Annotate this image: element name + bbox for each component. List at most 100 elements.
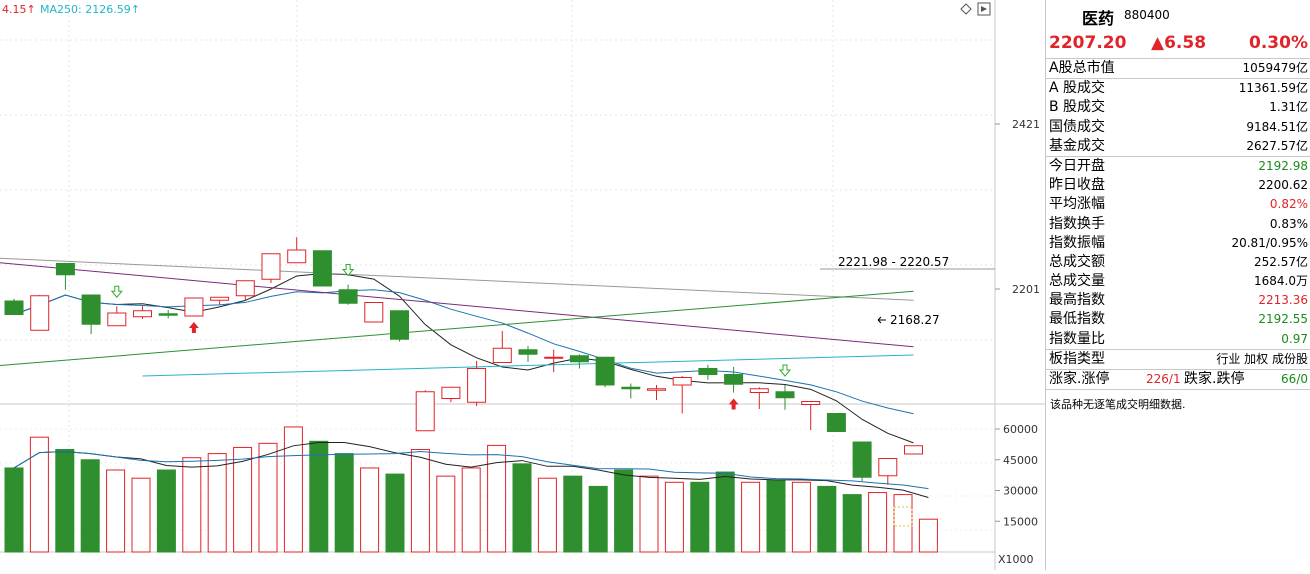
volume-bar[interactable] (563, 475, 583, 553)
price-change: ▲6.58 (1151, 33, 1207, 53)
volume-bar[interactable] (4, 467, 24, 553)
volume-bar[interactable] (817, 485, 837, 553)
candle[interactable] (415, 390, 435, 432)
volume-bar[interactable] (588, 485, 608, 553)
stat-label: 指数振幅 (1049, 234, 1105, 251)
volume-bar[interactable] (334, 453, 354, 553)
candle[interactable] (287, 237, 307, 264)
candle[interactable] (878, 458, 898, 485)
volume-bar[interactable] (258, 442, 278, 553)
volume-bar[interactable] (512, 463, 532, 553)
candle[interactable] (158, 310, 178, 319)
volume-bar[interactable] (741, 481, 761, 553)
volume-bar[interactable] (182, 457, 202, 553)
volume-bar[interactable] (893, 494, 913, 553)
volume-bar[interactable] (410, 449, 430, 553)
volume-bar[interactable] (868, 492, 888, 553)
candle[interactable] (724, 367, 744, 393)
price-tick-label: 2201 (1012, 283, 1040, 296)
volume-bar[interactable] (283, 426, 303, 553)
volume-bar[interactable] (842, 494, 862, 553)
no-tick-data-note: 该品种无逐笔成交明细数据. (1050, 398, 1186, 412)
candle[interactable] (364, 302, 384, 323)
volume-bar[interactable] (461, 467, 481, 553)
volume-bar[interactable] (207, 453, 227, 553)
volume-bar[interactable] (715, 471, 735, 553)
kline-chart[interactable]: 4.15↑ MA250: 2126.59↑ 2421 2201 60000 45000… (0, 0, 1045, 570)
candle[interactable] (492, 331, 512, 363)
candle[interactable] (518, 346, 538, 362)
candle[interactable] (749, 387, 769, 409)
volume-bar[interactable] (690, 481, 710, 553)
candle[interactable] (441, 386, 461, 403)
candle[interactable] (184, 297, 204, 317)
volume-bar[interactable] (766, 479, 786, 553)
diamond-icon[interactable] (960, 3, 972, 15)
last-price: 2207.20 (1049, 33, 1127, 53)
candle[interactable] (826, 413, 846, 432)
candle[interactable] (672, 376, 692, 414)
buy-arrow-icon (728, 398, 739, 410)
volume-bar[interactable] (29, 436, 49, 553)
candle[interactable] (261, 253, 281, 283)
volume-bar[interactable] (55, 449, 75, 553)
candle[interactable] (81, 294, 101, 334)
stat-row: 最低指数 2192.55 (1046, 310, 1310, 329)
down-label: 跌家.跌停 (1184, 371, 1245, 387)
candle[interactable] (210, 296, 230, 305)
candle[interactable] (107, 306, 127, 327)
volume-bar[interactable] (309, 440, 329, 553)
candle[interactable] (595, 356, 615, 388)
stat-row: 总成交额 252.57亿 (1046, 253, 1310, 272)
volume-bar[interactable] (360, 467, 380, 553)
candle[interactable] (621, 383, 641, 399)
volume-bar[interactable] (156, 469, 176, 553)
candle[interactable] (852, 441, 872, 481)
stat-row: 最高指数 2213.36 (1046, 291, 1310, 310)
candle[interactable] (904, 445, 923, 455)
volume-bar[interactable] (614, 469, 634, 553)
volume-bar[interactable] (918, 518, 938, 553)
candle[interactable] (312, 250, 332, 287)
volume-ma5-line (13, 442, 929, 498)
volume-bar[interactable] (233, 446, 253, 553)
volume-bar[interactable] (664, 481, 684, 553)
candle[interactable] (390, 310, 409, 342)
stat-value: 2192.98 (1258, 158, 1308, 173)
candle[interactable] (133, 306, 152, 319)
candle[interactable] (4, 298, 24, 315)
candle[interactable] (569, 354, 589, 369)
candle[interactable] (55, 262, 75, 290)
candle[interactable] (775, 385, 795, 410)
stat-label: 昨日收盘 (1049, 177, 1105, 194)
volume-unit-label: X1000 (998, 553, 1034, 566)
candle[interactable] (338, 284, 358, 305)
stat-value: 11361.59亿 (1238, 81, 1308, 96)
updown-row: 涨家.涨停 226/1 跌家.跌停 66/0 (1046, 370, 1310, 391)
volume-bar[interactable] (487, 444, 507, 553)
volume-bar[interactable] (80, 459, 100, 553)
scroll-box-icon[interactable] (977, 2, 991, 16)
candle[interactable] (647, 385, 666, 400)
stat-value: 0.83% (1269, 216, 1308, 231)
chart-area[interactable]: 4.15↑ MA250: 2126.59↑ 2421 2201 60000 45000… (0, 0, 1045, 570)
stat-row: 指数振幅 20.81/0.95% (1046, 234, 1310, 253)
index-type-value[interactable]: 行业 加权 成份股 (1216, 351, 1308, 366)
index-type-label: 板指类型 (1049, 350, 1105, 367)
volume-bar[interactable] (385, 473, 405, 553)
volume-bar[interactable] (537, 477, 557, 553)
volume-bar[interactable] (639, 475, 659, 553)
volume-ma-lines (13, 442, 929, 527)
candle[interactable] (544, 349, 564, 373)
candle[interactable] (467, 361, 487, 406)
volume-bar[interactable] (791, 481, 811, 553)
candle[interactable] (698, 364, 718, 380)
volume-bar[interactable] (106, 469, 126, 553)
volume-ma10-line (13, 451, 929, 490)
volume-bar[interactable] (436, 475, 456, 553)
candle[interactable] (30, 295, 50, 331)
candle[interactable] (235, 280, 255, 301)
candle[interactable] (801, 401, 821, 431)
volume-bar[interactable] (131, 477, 151, 553)
stat-row: 昨日收盘 2200.62 (1046, 176, 1310, 195)
